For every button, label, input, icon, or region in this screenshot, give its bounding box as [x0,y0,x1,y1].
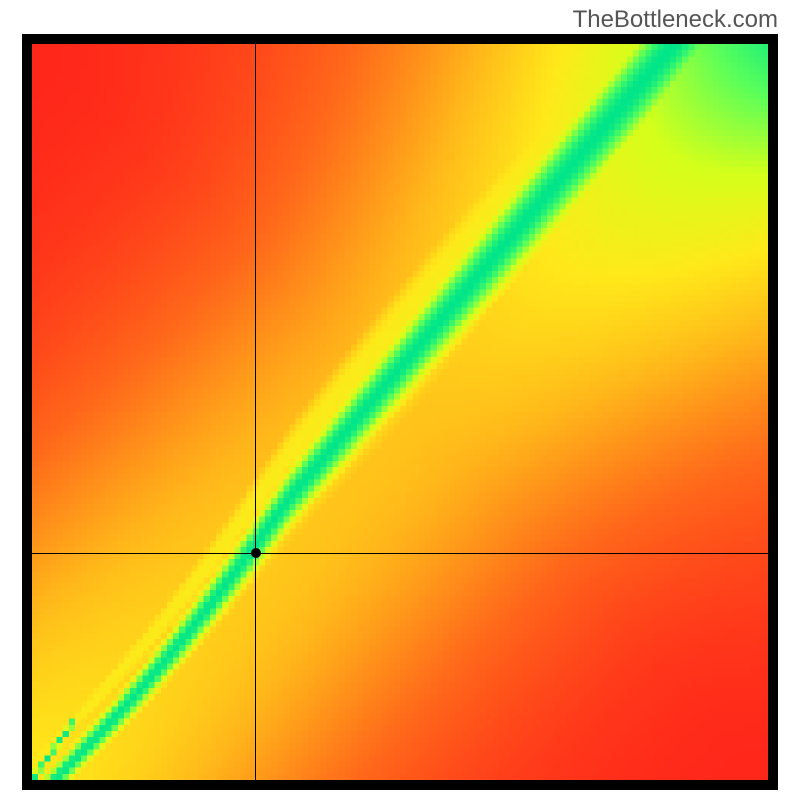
crosshair-vertical [255,44,256,780]
heatmap-canvas [32,44,768,780]
crosshair-marker [251,548,261,558]
chart-container: TheBottleneck.com [0,0,800,800]
watermark-label: TheBottleneck.com [573,6,778,34]
crosshair-horizontal [32,553,768,554]
